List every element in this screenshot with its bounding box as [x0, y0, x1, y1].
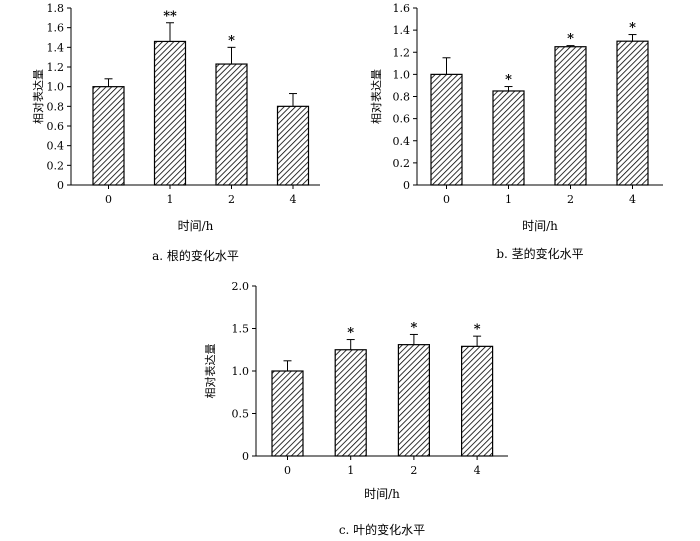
- chart-panel-0: 0 0.2 0.4 0.6 0.8 1.0 1.2 1.4 1.6 1.8 0 ** 1 * 2 4 相对表达量…: [31, 2, 320, 263]
- x-tick-label: 2: [567, 193, 574, 206]
- x-axis-label: 时间/h: [364, 487, 400, 501]
- bar: [430, 73, 463, 186]
- y-tick-label: 0.2: [393, 157, 411, 170]
- bar: [92, 86, 125, 186]
- x-tick-label: 1: [347, 464, 354, 477]
- y-tick-label: 1.0: [393, 68, 411, 81]
- y-axis-label: 相对表达量: [31, 69, 45, 124]
- bar: [616, 40, 649, 186]
- x-axis-label: 时间/h: [178, 219, 214, 233]
- y-tick-label: 1.4: [393, 24, 411, 37]
- bar: [492, 90, 525, 186]
- bar: [461, 345, 494, 457]
- y-tick-label: 1.6: [47, 22, 65, 35]
- y-tick-label: 1.2: [47, 61, 65, 74]
- significance-marker: *: [567, 32, 574, 47]
- significance-marker: *: [474, 322, 481, 337]
- x-tick-label: 1: [167, 193, 174, 206]
- y-tick-label: 0.8: [47, 100, 65, 113]
- significance-marker: *: [629, 21, 636, 36]
- y-tick-label: 0.4: [47, 140, 65, 153]
- bar: [397, 344, 430, 457]
- y-tick-label: 0.8: [393, 91, 411, 104]
- x-tick-label: 4: [290, 193, 297, 206]
- x-tick-label: 1: [505, 193, 512, 206]
- y-tick-label: 1.5: [232, 323, 250, 336]
- y-tick-label: 0.6: [393, 113, 411, 126]
- x-tick-label: 0: [443, 193, 450, 206]
- x-tick-label: 2: [228, 193, 235, 206]
- x-tick-label: 4: [629, 193, 636, 206]
- bar: [276, 105, 310, 186]
- significance-marker: *: [347, 326, 354, 341]
- x-tick-label: 0: [284, 464, 291, 477]
- y-tick-label: 0.4: [393, 135, 411, 148]
- x-axis-label: 时间/h: [522, 219, 558, 233]
- x-tick-label: 0: [105, 193, 112, 206]
- bar: [554, 46, 587, 186]
- bar: [271, 370, 304, 457]
- y-tick-label: 1.8: [47, 2, 65, 15]
- significance-marker: *: [505, 73, 512, 88]
- y-tick-label: 1.0: [47, 81, 65, 94]
- y-tick-label: 1.4: [47, 41, 65, 54]
- significance-marker: **: [163, 9, 177, 24]
- y-axis-label: 相对表达量: [203, 344, 217, 399]
- bar: [153, 40, 187, 186]
- panel-caption: a. 根的变化水平: [152, 248, 239, 263]
- panel-caption: c. 叶的变化水平: [339, 522, 425, 537]
- y-tick-label: 0: [403, 179, 410, 192]
- x-tick-label: 4: [474, 464, 481, 477]
- chart-panel-1: 0 0.2 0.4 0.6 0.8 1.0 1.2 1.4 1.6 0 * 1 * 2 * 4 相对表达量时间/…: [369, 2, 663, 261]
- y-tick-label: 0.5: [232, 408, 250, 421]
- y-tick-label: 0: [242, 450, 249, 463]
- x-tick-label: 2: [410, 464, 417, 477]
- panel-caption: b. 茎的变化水平: [496, 246, 583, 261]
- bar: [215, 63, 248, 186]
- y-tick-label: 1.0: [232, 365, 250, 378]
- significance-marker: *: [228, 33, 235, 48]
- bar: [334, 349, 367, 457]
- y-tick-label: 0.2: [47, 159, 65, 172]
- y-tick-label: 1.2: [393, 46, 411, 59]
- y-tick-label: 0.6: [47, 120, 65, 133]
- y-axis-label: 相对表达量: [369, 69, 383, 124]
- y-tick-label: 1.6: [393, 2, 411, 15]
- y-tick-label: 2.0: [232, 280, 250, 293]
- y-tick-label: 0: [57, 179, 64, 192]
- significance-marker: *: [410, 320, 417, 335]
